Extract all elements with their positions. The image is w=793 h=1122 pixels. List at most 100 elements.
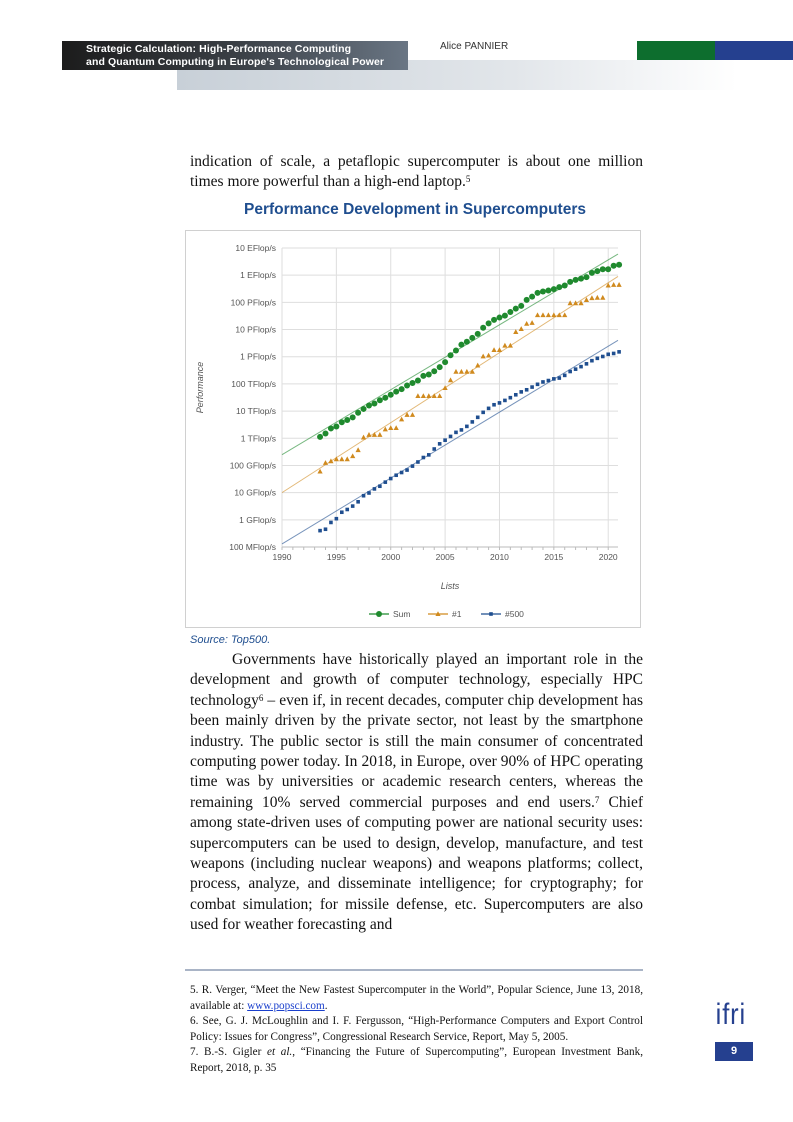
data-point-sum [436,364,443,371]
y-tick-label: 1 TFlop/s [241,433,276,443]
data-point-top1 [540,312,546,318]
data-point-sum [355,409,362,416]
data-point-top1 [344,456,350,462]
data-point-top1 [545,312,552,318]
data-point-500 [552,377,556,381]
data-point-500 [329,520,333,525]
data-point-500 [470,420,475,424]
data-point-sum [365,402,372,409]
data-point-top1 [328,458,334,464]
data-point-top1 [442,385,448,391]
data-point-sum [333,423,340,430]
header-title-box [62,41,408,70]
data-point-sum [442,359,449,366]
y-tick-label: 10 GFlop/s [234,488,276,498]
data-point-sum [463,338,470,345]
report-title-line2: and Quantum Computing in Europe's Techno… [86,55,385,68]
data-point-500 [426,453,431,457]
data-point-top1 [322,460,329,465]
figure-title: Performance Development in Supercomputer… [244,201,586,218]
data-point-sum [349,414,356,421]
data-point-top1 [453,368,459,374]
data-point-sum [616,261,623,268]
data-point-500 [437,442,442,446]
footnote-divider [185,969,643,971]
data-point-top1 [616,282,622,287]
data-point-top1 [475,362,481,368]
data-point-top1 [426,393,432,399]
legend-label: #500 [505,609,524,619]
data-point-500 [405,468,409,472]
data-point-500 [541,380,545,384]
data-point-top1 [524,320,530,326]
data-point-top1 [415,393,421,399]
data-point-500 [595,356,600,361]
legend-label: Sum [393,609,410,619]
data-point-sum [469,334,476,341]
footnote-ref-7[interactable]: 7 [594,794,600,805]
data-point-top1 [502,342,508,348]
footnote-7: 7. B.-S. Gigler et al., “Financing the F… [190,1045,643,1076]
data-point-top1 [534,312,541,318]
data-point-500 [356,500,360,504]
data-point-top1 [409,412,416,417]
data-point-top1 [572,300,579,306]
data-point-sum [376,397,383,404]
data-point-top1 [589,295,595,301]
data-point-500 [378,484,382,489]
data-point-sum [501,312,508,319]
data-point-sum [474,330,481,337]
data-point-top1 [355,447,361,453]
y-tick-label: 1 GFlop/s [239,515,276,525]
data-point-500 [600,354,605,359]
data-point-500 [513,392,518,397]
y-tick-label: 10 TFlop/s [236,406,276,416]
footnote-ref-5[interactable]: 5 [465,174,471,185]
data-point-sum [496,314,503,321]
data-point-500 [410,464,415,468]
data-point-sum [572,276,579,283]
data-point-sum [507,309,514,316]
data-point-500 [481,410,485,415]
chart-svg: 10 EFlop/s 1 EFlop/s 100 PFlop/s 10 PFlop/s… [195,243,623,619]
data-point-500 [416,460,420,464]
popsci-link[interactable]: www.popsci.com [247,999,325,1012]
data-point-500 [459,428,464,432]
data-point-top1 [600,294,606,300]
data-point-top1 [371,432,378,437]
data-point-500 [535,382,540,387]
data-point-sum [452,347,459,354]
data-point-top1 [551,312,557,318]
body-text-2: – even if, in recent decades, computer c… [190,691,643,811]
data-point-sum [550,286,557,293]
body-text-3: Chief among state-driven uses of computi… [190,793,643,934]
data-point-500 [399,470,404,475]
data-point-top1 [431,393,437,399]
data-point-sum [485,320,492,327]
data-point-top1 [567,300,573,306]
data-point-top1 [350,453,356,459]
x-tick-label: 1990 [273,552,292,562]
y-tick-label: 10 EFlop/s [235,243,276,253]
data-point-500 [350,504,355,508]
y-tick-label: 100 GFlop/s [230,460,276,470]
header-green-bar [637,41,715,60]
data-point-top1 [464,368,470,374]
data-point-top1 [605,282,611,288]
data-point-sum [344,417,351,424]
body-text-1: Governments have historically played an … [190,651,643,709]
x-tick-label: 2015 [544,552,563,562]
data-point-top1 [377,432,383,437]
footnote-ref-6[interactable]: 6 [258,692,264,703]
report-title-line1: Strategic Calculation: High-Performance … [86,43,352,55]
data-point-500 [497,401,502,405]
legend-label: #1 [452,609,462,619]
data-point-500 [318,528,322,533]
data-point-sum [588,269,595,276]
data-point-500 [508,395,513,400]
data-point-sum [518,302,525,309]
data-point-500 [611,351,616,356]
data-point-500 [579,364,583,369]
data-point-500 [617,350,621,354]
intro-text: indication of scale, a petaflopic superc… [190,153,643,191]
